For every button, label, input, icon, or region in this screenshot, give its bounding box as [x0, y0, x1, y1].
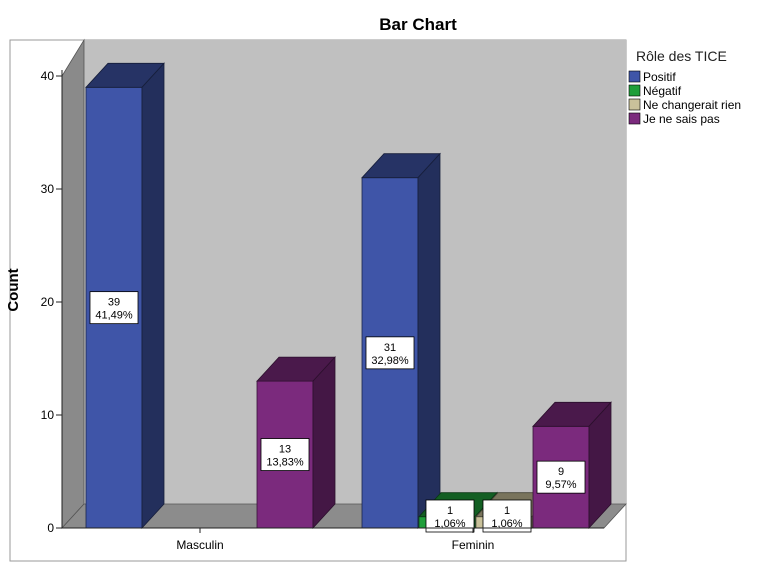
data-label-count: 1	[447, 505, 453, 517]
legend-swatch	[628, 70, 641, 83]
plot-area: 0102030403941,49%1313,83%3132,98%11,06%1…	[9, 38, 627, 562]
data-label-box	[365, 336, 415, 370]
side-wall	[61, 38, 85, 530]
chart-title: Bar Chart	[379, 15, 457, 34]
legend-swatch	[628, 98, 641, 111]
y-tick-label-20: 20	[41, 295, 55, 309]
data-label-box	[260, 438, 310, 471]
legend-label: Positif	[643, 70, 676, 84]
y-tick-label-10: 10	[41, 408, 55, 422]
data-label-percent: 41,49%	[95, 310, 133, 322]
bar-side	[141, 62, 165, 530]
y-tick-label-40: 40	[41, 69, 55, 83]
data-label-count: 39	[108, 297, 120, 309]
data-label-percent: 9,57%	[545, 479, 576, 491]
x-tick-label-masculin: Masculin	[176, 538, 223, 552]
data-label-box	[482, 499, 532, 533]
legend-item-positif: Positif	[628, 70, 676, 84]
legend-item-n-gatif: Négatif	[628, 84, 682, 98]
bar-side	[417, 152, 441, 530]
data-label-percent: 1,06%	[434, 518, 465, 530]
data-label-count: 9	[558, 466, 564, 478]
data-label-count: 1	[504, 505, 510, 517]
legend-swatch	[628, 112, 641, 125]
y-axis-label: Count	[5, 268, 22, 311]
bar-side	[588, 401, 612, 530]
data-label-count: 31	[384, 342, 396, 354]
y-tick-label-30: 30	[41, 182, 55, 196]
data-label-ne-changerait-rien-feminin: 11,06%	[482, 499, 532, 533]
data-label-box	[425, 499, 475, 533]
data-label-percent: 1,06%	[491, 518, 522, 530]
data-label-percent: 32,98%	[371, 355, 409, 367]
x-tick-label-feminin: Feminin	[452, 538, 495, 552]
legend-label: Je ne sais pas	[643, 112, 720, 126]
legend-label: Négatif	[643, 84, 682, 98]
data-label-box	[89, 291, 139, 325]
legend-item-je-ne-sais-pas: Je ne sais pas	[628, 112, 720, 126]
legend-title: Rôle des TICE	[636, 48, 727, 64]
data-label-box	[536, 460, 586, 494]
legend-label: Ne changerait rien	[643, 98, 741, 112]
legend-item-ne-changerait-rien: Ne changerait rien	[628, 98, 741, 112]
y-tick-label-0: 0	[47, 521, 54, 535]
data-label-je-ne-sais-pas-feminin: 99,57%	[536, 460, 586, 494]
data-label-count: 13	[279, 444, 291, 456]
data-label-percent: 13,83%	[266, 457, 304, 469]
legend-swatch	[628, 84, 641, 97]
bar-side	[312, 356, 336, 530]
data-label-n-gatif-feminin: 11,06%	[425, 499, 475, 533]
